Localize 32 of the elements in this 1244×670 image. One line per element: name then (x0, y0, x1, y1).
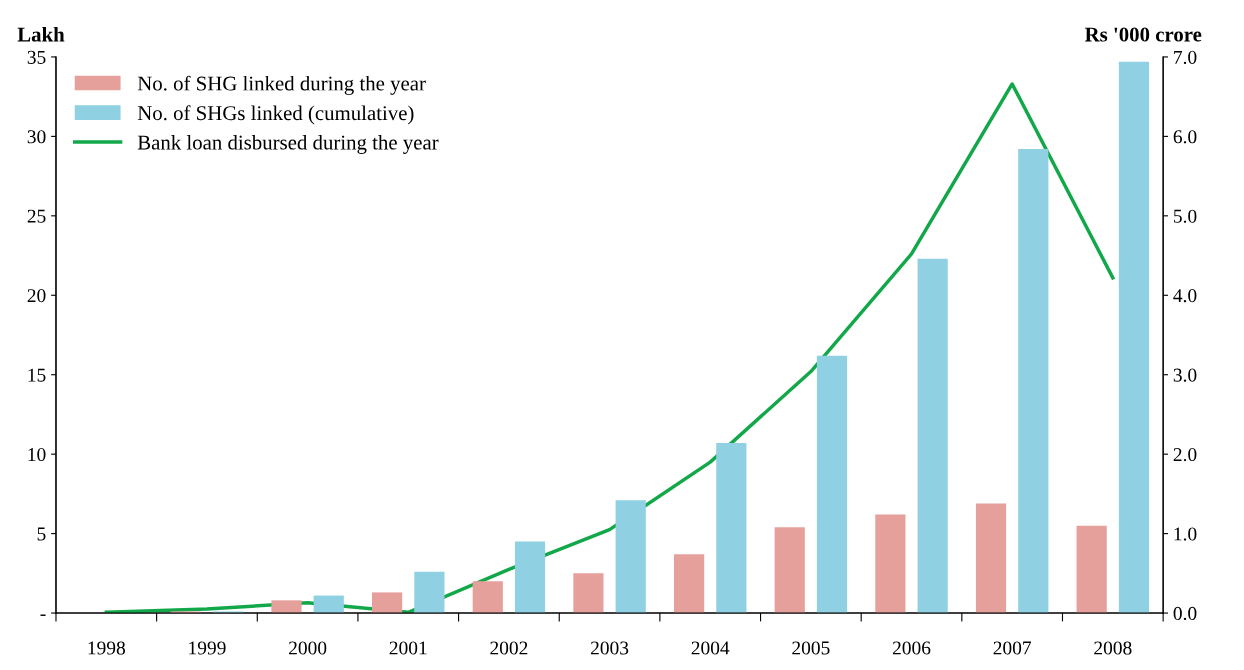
x-tick-label: 2001 (389, 641, 427, 655)
x-tick-label: 2002 (490, 641, 528, 655)
y-tick-label: 25 (27, 209, 46, 223)
y-tick-label: - (40, 614, 46, 616)
y2-tick-label: 1.0 (1174, 527, 1197, 541)
legend-label: No. of SHG linked during the year (137, 75, 426, 95)
y2-tick-label: 7.0 (1174, 50, 1197, 64)
y2-axis-title: Rs '000 crore (1084, 27, 1202, 42)
x-tick-label: 2007 (993, 641, 1032, 655)
legend-label: No. of SHGs linked (cumulative) (137, 105, 414, 125)
y2-tick-label: 5.0 (1173, 209, 1197, 223)
y2-tick-label: 0.0 (1173, 606, 1197, 621)
y-tick-label: 30 (27, 130, 46, 144)
y-tick-label: 15 (28, 368, 46, 382)
y-tick-label: 35 (27, 50, 46, 64)
x-tick-label: 2004 (691, 641, 730, 655)
x-tick-label: 1998 (88, 641, 126, 655)
x-tick-label: 2000 (289, 641, 327, 655)
y-tick-label: 20 (27, 289, 46, 303)
y2-tick-label: 2.0 (1173, 447, 1197, 462)
y-tick-label: 5 (37, 527, 46, 541)
y2-tick-label: 3.0 (1173, 368, 1197, 382)
x-tick-label: 2008 (1094, 641, 1132, 655)
y-tick-label: 10 (28, 447, 46, 462)
y2-tick-label: 4.0 (1173, 289, 1197, 303)
x-tick-label: 2006 (892, 641, 931, 655)
x-tick-label: 2005 (792, 641, 830, 655)
y2-tick-label: 6.0 (1173, 130, 1197, 144)
y-axis-title: Lakh (17, 26, 65, 42)
x-tick-label: 1999 (189, 641, 226, 655)
x-tick-label: 2003 (590, 641, 629, 655)
legend-label: Bank loan disbursed during the year (137, 134, 439, 154)
